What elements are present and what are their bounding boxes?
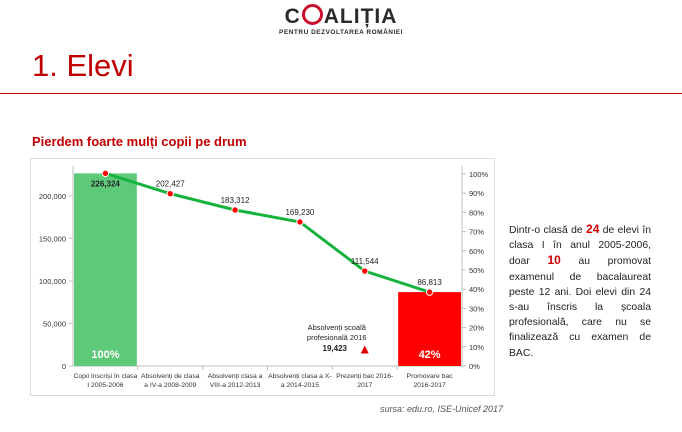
chart-subtitle: Pierdem foarte mulți copii pe drum	[32, 134, 247, 149]
data-label: 169,230	[285, 208, 314, 217]
data-point	[166, 190, 174, 198]
chart-frame	[30, 158, 495, 396]
left-tick-label: 50,000	[43, 319, 66, 328]
category-label: Prezenți bac 2016-	[336, 373, 393, 380]
data-point	[101, 169, 110, 178]
bar-percent-label: 100%	[91, 349, 119, 361]
right-tick-label: 100%	[469, 170, 489, 179]
category-label: a IV-a 2008-2009	[144, 382, 196, 389]
data-label: 202,427	[156, 180, 185, 189]
explanation-text: Dintr-o clasă de 24 de elevi în clasa I …	[509, 222, 651, 359]
data-point	[361, 267, 369, 275]
data-point	[296, 218, 304, 226]
category-label: 2017	[357, 382, 372, 389]
data-label: 183,312	[221, 196, 250, 205]
right-tick-label: 0%	[469, 362, 480, 371]
right-tick-label: 80%	[469, 208, 484, 217]
category-label: Absolvenți de clasa	[141, 373, 200, 380]
left-tick-label: 200,000	[39, 192, 66, 201]
right-tick-label: 70%	[469, 228, 484, 237]
category-label: Absolvenți clasa a X-	[268, 373, 331, 380]
title-divider	[0, 93, 682, 94]
left-tick-label: 0	[62, 362, 66, 371]
annotation-text: Absolvenți școală	[308, 323, 367, 332]
category-label: Promovare bac	[407, 373, 454, 380]
annotation-triangle-icon	[360, 345, 369, 354]
category-label: 2016-2017	[413, 382, 446, 389]
bar	[398, 292, 461, 366]
right-tick-label: 30%	[469, 304, 484, 313]
highlight-number: 10	[547, 253, 561, 268]
right-tick-label: 90%	[469, 189, 484, 198]
category-label: a 2014-2015	[281, 382, 319, 389]
annotation-value: 19,423	[323, 344, 348, 353]
logo-ring-icon	[301, 4, 323, 25]
category-label: I 2005-2006	[87, 382, 124, 389]
series-line	[104, 171, 431, 294]
source-note: sursa: edu.ro, ISE-Unicef 2017	[380, 404, 504, 414]
slide-title: 1. Elevi	[32, 48, 134, 83]
bar	[74, 173, 137, 366]
category-label: VIII-a 2012-2013	[210, 382, 261, 389]
category-label: Copii înscriși în clasa	[73, 373, 137, 380]
data-point	[231, 206, 239, 214]
bar-percent-label: 42%	[419, 349, 441, 361]
right-tick-label: 40%	[469, 285, 484, 294]
right-tick-label: 50%	[469, 266, 484, 275]
data-label: 226,324	[91, 179, 120, 188]
category-label: Absolvenți clasa a	[208, 373, 263, 380]
data-point	[425, 288, 434, 296]
data-label: 86,813	[417, 278, 442, 287]
highlight-number: 24	[586, 222, 600, 236]
coalitia-logo: C ALIȚIA	[284, 4, 398, 28]
right-tick-label: 60%	[469, 247, 484, 256]
left-tick-label: 150,000	[39, 234, 66, 243]
right-tick-label: 10%	[469, 343, 484, 352]
annotation-text: profesională 2016	[307, 333, 367, 342]
logo-subtitle: PENTRU DEZVOLTAREA ROMÂNIEI	[279, 29, 403, 36]
left-tick-label: 100,000	[39, 277, 66, 286]
data-label: 111,544	[351, 257, 379, 266]
right-tick-label: 20%	[469, 324, 484, 333]
